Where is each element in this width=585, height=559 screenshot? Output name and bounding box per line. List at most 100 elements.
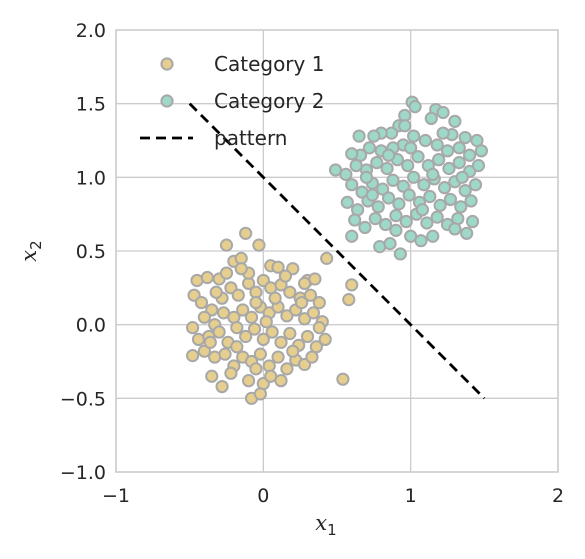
tick-labels: −1 0 1 2 −1.0 −0.5 0.0 0.5 1.0 1.5 2.0 (60, 20, 564, 507)
data-point (283, 326, 297, 341)
data-point (442, 161, 456, 176)
y-tick-label: 1.0 (76, 167, 106, 189)
data-point (452, 156, 466, 170)
x-tick-label: −1 (102, 485, 130, 507)
data-point (236, 303, 250, 317)
data-point (252, 238, 266, 252)
legend: Category 1 Category 2 pattern (140, 52, 324, 150)
y-tick-label: 0.5 (76, 241, 106, 263)
legend-marker-1 (160, 57, 174, 71)
data-point (234, 262, 248, 276)
data-point (452, 141, 466, 155)
data-point (224, 366, 238, 380)
legend-label-category-2: Category 2 (214, 89, 324, 113)
data-point (381, 148, 396, 162)
data-point (392, 197, 406, 211)
y-tick-label: 0.0 (76, 315, 106, 337)
data-point (464, 194, 478, 208)
data-point (339, 167, 353, 181)
data-point (401, 158, 415, 173)
data-point (426, 167, 440, 181)
data-point (271, 350, 285, 364)
data-point (448, 222, 462, 236)
data-point (417, 178, 431, 192)
data-point (414, 234, 428, 248)
data-point (303, 288, 318, 302)
data-point (398, 119, 412, 133)
data-point (300, 329, 315, 344)
data-point (197, 310, 211, 324)
data-point (231, 288, 245, 302)
data-point (230, 321, 244, 335)
data-point (345, 229, 359, 243)
data-point (239, 329, 253, 344)
data-point (265, 325, 279, 339)
y-tick-label: −1.0 (60, 462, 106, 484)
data-point (440, 144, 455, 158)
data-point (320, 251, 334, 265)
data-point (297, 276, 312, 291)
data-points (186, 95, 488, 405)
data-point (426, 229, 440, 243)
pattern-line-layer (188, 102, 486, 400)
data-point (362, 141, 377, 155)
data-point (437, 181, 452, 195)
data-point (380, 161, 394, 176)
data-point (345, 278, 359, 292)
data-point (305, 350, 319, 364)
data-point (404, 141, 418, 155)
data-point (280, 362, 294, 376)
data-point (253, 387, 267, 401)
data-point (367, 129, 381, 143)
data-point (278, 269, 293, 283)
data-point (239, 226, 253, 240)
data-point (458, 183, 472, 198)
y-axis-label: x2 (17, 240, 45, 261)
data-point (268, 291, 282, 305)
x-axis-label: x1 (315, 511, 336, 539)
data-point (219, 266, 234, 280)
data-point (418, 133, 432, 148)
data-point (212, 325, 226, 339)
data-point (340, 195, 354, 209)
data-point (242, 374, 256, 388)
data-point (420, 216, 434, 230)
data-point (200, 270, 214, 285)
data-point (454, 200, 468, 214)
data-point (370, 156, 384, 170)
x-tick-label: 1 (405, 485, 417, 507)
y-tick-label: −0.5 (60, 388, 106, 410)
data-point (396, 179, 410, 193)
data-point (244, 310, 259, 324)
data-point (297, 312, 312, 326)
data-point (436, 105, 450, 120)
data-point (280, 309, 294, 323)
data-point (186, 349, 200, 363)
data-point (186, 321, 200, 335)
y-tick-label: 1.5 (76, 94, 106, 116)
data-point (436, 126, 450, 140)
data-point (197, 344, 211, 358)
legend-marker-2 (160, 94, 174, 108)
data-point (318, 332, 332, 346)
data-point (247, 322, 262, 336)
data-point (295, 295, 309, 310)
data-point (218, 347, 232, 361)
data-point (203, 335, 217, 349)
data-point (468, 178, 483, 192)
x-tick-label: 0 (257, 485, 269, 507)
data-point (443, 192, 458, 207)
data-point (389, 223, 403, 237)
x-tick-label: 2 (552, 485, 564, 507)
data-point (283, 285, 297, 299)
data-point (274, 374, 288, 388)
data-point (465, 214, 480, 229)
data-point (336, 372, 350, 386)
legend-label-category-1: Category 1 (214, 52, 324, 76)
data-point (345, 147, 359, 161)
data-point (359, 170, 374, 184)
data-point (274, 335, 288, 349)
data-point (352, 129, 366, 143)
data-point (386, 173, 400, 187)
